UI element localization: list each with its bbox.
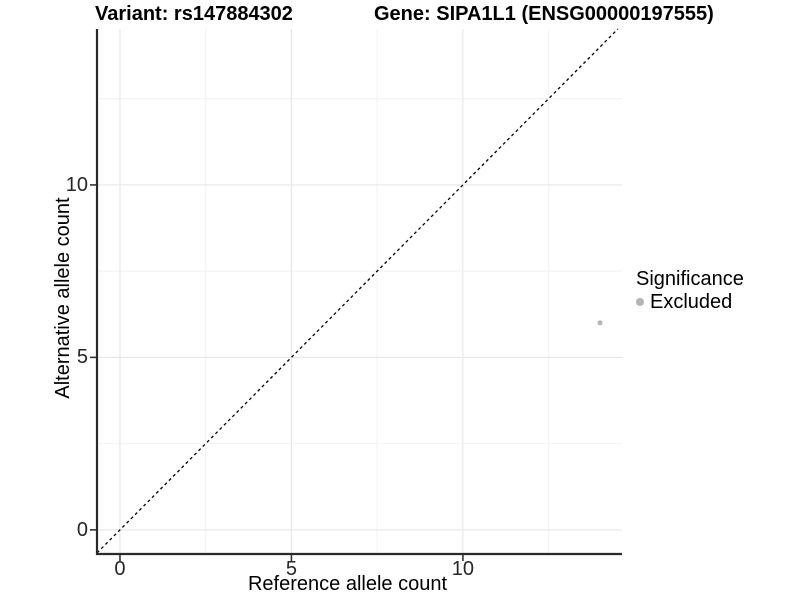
gene-title: Gene: SIPA1L1 (ENSG00000197555) — [374, 3, 714, 25]
identity-line — [96, 28, 619, 554]
legend-item-excluded: Excluded — [636, 291, 744, 313]
x-tick-label: 5 — [285, 558, 297, 580]
y-tick-label: 0 — [76, 518, 88, 541]
x-tick-label: 0 — [114, 558, 126, 580]
y-tick-label: 10 — [65, 173, 88, 196]
y-tick-label: 5 — [76, 346, 88, 369]
x-axis-title: Reference allele count — [247, 573, 447, 595]
legend-title: Significance — [636, 268, 744, 290]
x-tick-label: 10 — [451, 558, 474, 580]
legend-item-label: Excluded — [650, 291, 733, 313]
legend-point-icon — [636, 298, 644, 306]
data-point — [597, 320, 603, 326]
variant-title: Variant: rs147884302 — [95, 3, 293, 25]
legend: Significance Excluded — [636, 268, 744, 313]
